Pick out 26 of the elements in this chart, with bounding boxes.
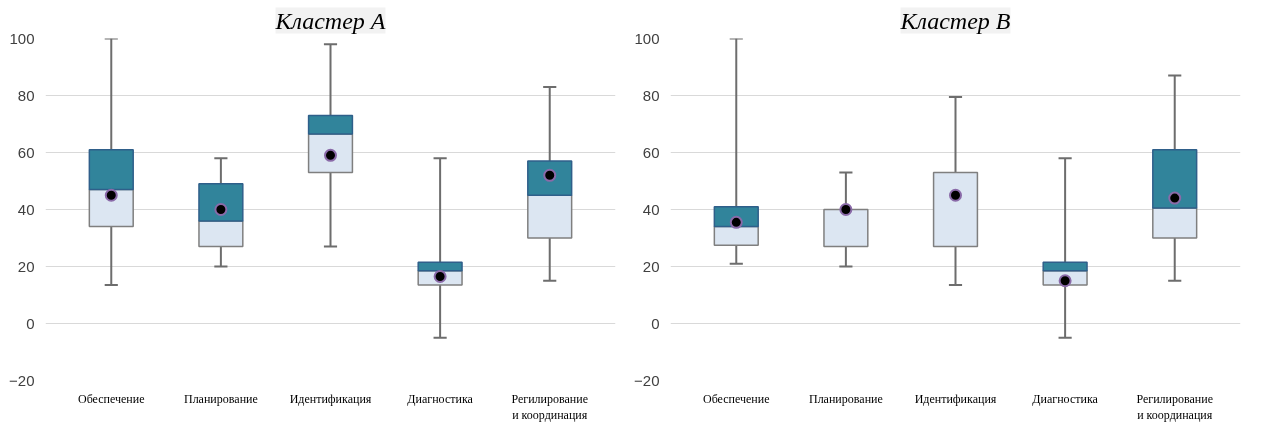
y-tick-label: 20 (642, 257, 660, 275)
y-tick-label: 80 (17, 86, 35, 104)
y-tick-label: 40 (17, 200, 35, 218)
y-tick-label: 0 (26, 314, 35, 332)
y-tick-label: 60 (642, 143, 660, 161)
x-tick-label: Планирование (808, 391, 883, 406)
x-tick-label: Планирование (183, 391, 258, 406)
y-tick-label: −20 (634, 371, 660, 389)
chart-title: Кластер A (274, 7, 386, 34)
y-tick-label: 100 (634, 29, 660, 47)
x-tick-label: Обеспечение (78, 391, 145, 406)
y-tick-label: 60 (17, 143, 35, 161)
x-tick-label: Обеспечение (703, 391, 770, 406)
y-tick-label: −20 (9, 371, 35, 389)
chart-title: Кластер B (899, 7, 1011, 34)
y-tick-label: 40 (642, 200, 660, 218)
y-tick-label: 100 (9, 29, 35, 47)
x-tick-label: Регилирование и координация (511, 391, 589, 423)
y-tick-label: 0 (651, 314, 660, 332)
x-tick-label: Идентификация (914, 391, 997, 406)
y-tick-label: 80 (642, 86, 660, 104)
x-tick-label: Диагностика (407, 391, 474, 406)
y-tick-label: 20 (17, 257, 35, 275)
x-tick-label: Регилирование и координация (1136, 391, 1214, 423)
x-tick-label: Диагностика (1032, 391, 1099, 406)
x-tick-label: Идентификация (289, 391, 372, 406)
